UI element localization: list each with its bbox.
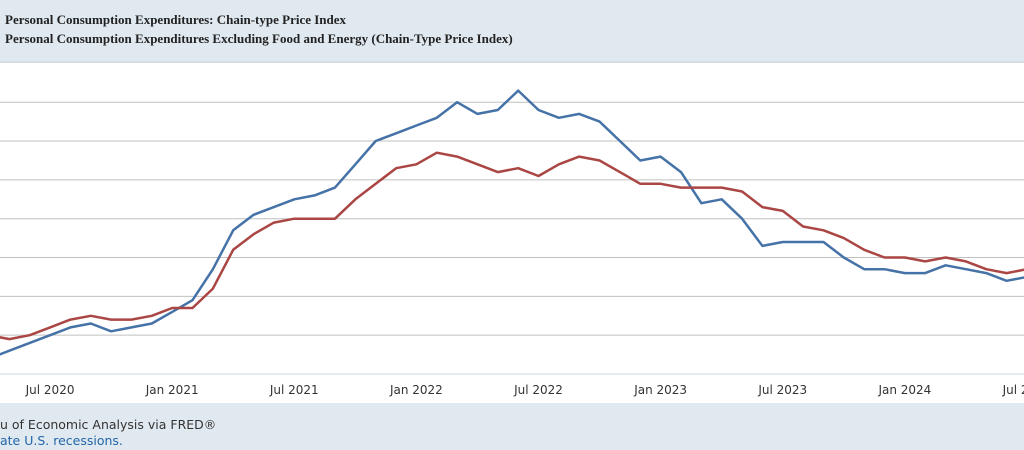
plot-bg xyxy=(0,63,1024,403)
footer-bg xyxy=(0,403,1024,450)
x-tick-label: Jul 2023 xyxy=(757,383,807,397)
legend-entry: Personal Consumption Expenditures: Chain… xyxy=(5,12,347,27)
series-line xyxy=(0,89,1024,356)
x-tick-label: Jan 2021 xyxy=(145,383,199,397)
x-tick-label: Jul 2022 xyxy=(513,383,563,397)
x-tick-label: Jan 2022 xyxy=(389,383,443,397)
x-tick-label: Jul 2024 xyxy=(1002,383,1024,397)
recession-note[interactable]: ate U.S. recessions. xyxy=(0,433,123,448)
series-line xyxy=(0,151,1024,341)
x-tick-label: Jul 2020 xyxy=(25,383,75,397)
x-tick-label: Jul 2021 xyxy=(269,383,319,397)
x-tick-label: Jan 2023 xyxy=(633,383,687,397)
x-tick-label: Jan 2024 xyxy=(877,383,931,397)
header-bg xyxy=(0,0,1024,62)
source-text: u of Economic Analysis via FRED® xyxy=(0,417,216,432)
legend-entry: Personal Consumption Expenditures Exclud… xyxy=(5,31,513,46)
